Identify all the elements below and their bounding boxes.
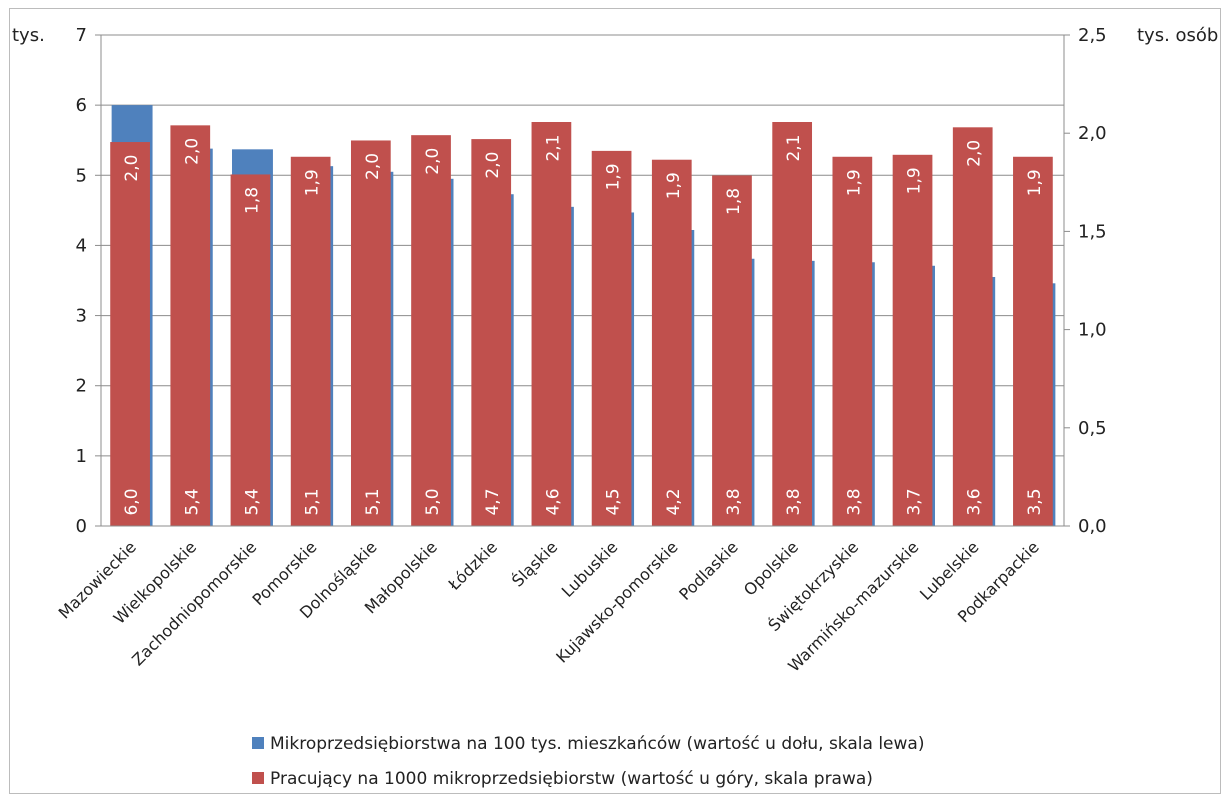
red-value-label: 2,1 xyxy=(784,134,804,161)
left-tick-label: 4 xyxy=(76,235,87,256)
red-value-label: 2,0 xyxy=(363,153,383,180)
red-bar xyxy=(110,142,150,526)
red-value-label: 1,9 xyxy=(905,167,925,194)
red-bar xyxy=(651,159,692,527)
left-axis-unit: tys. xyxy=(12,25,45,46)
red-bar xyxy=(471,139,512,527)
category-label: Podlaskie xyxy=(675,537,742,604)
legend-swatch-blue xyxy=(252,737,264,749)
red-bar xyxy=(230,174,271,526)
blue-value-label: 5,4 xyxy=(242,488,262,515)
right-tick-label: 0,0 xyxy=(1078,516,1107,537)
blue-value-label: 3,8 xyxy=(784,488,804,515)
blue-value-label: 4,6 xyxy=(543,488,563,515)
category-label: Lubuskie xyxy=(558,537,622,601)
left-tick-label: 0 xyxy=(76,516,87,537)
legend: Mikroprzedsiębiorstwa na 100 tys. mieszk… xyxy=(252,734,924,789)
blue-value-label: 5,4 xyxy=(182,488,202,515)
red-bar xyxy=(531,122,572,527)
legend-label-blue: Mikroprzedsiębiorstwa na 100 tys. mieszk… xyxy=(270,734,924,754)
blue-value-label: 4,2 xyxy=(664,488,684,515)
left-tick-label: 6 xyxy=(76,95,87,116)
left-tick-label: 2 xyxy=(76,376,87,397)
red-value-label: 1,9 xyxy=(303,169,323,196)
left-axis-ticks: 0 1 2 3 4 5 6 7 xyxy=(76,25,101,537)
blue-value-label: 3,6 xyxy=(965,488,985,515)
blue-value-label: 3,8 xyxy=(844,488,864,515)
red-value-label: 2,0 xyxy=(122,155,142,182)
left-tick-label: 5 xyxy=(76,165,87,186)
legend-swatch-red xyxy=(252,772,264,784)
red-value-label: 1,9 xyxy=(664,172,684,199)
left-tick-label: 3 xyxy=(76,306,87,327)
blue-value-label: 5,0 xyxy=(423,488,443,515)
red-bar xyxy=(832,156,873,526)
red-bar xyxy=(712,175,752,526)
right-tick-label: 1,0 xyxy=(1078,320,1107,341)
category-label: Łódzkie xyxy=(444,537,501,594)
red-value-label: 1,8 xyxy=(242,187,262,214)
category-label: Kujawsko-pomorskie xyxy=(552,537,681,666)
left-tick-label: 1 xyxy=(76,446,87,467)
red-bar xyxy=(952,127,993,527)
category-label: Opolskie xyxy=(740,537,802,599)
category-labels: MazowieckieWielkopolskieZachodniopomorsk… xyxy=(55,537,1043,675)
right-axis-ticks: 0,0 0,5 1,0 1,5 2,0 2,5 xyxy=(1064,25,1107,537)
red-value-label: 1,9 xyxy=(604,163,624,190)
blue-value-label: 6,0 xyxy=(122,488,142,515)
value-labels: 6,0 2,0 5,4 2,0 5,4 1,8 5,1 1,9 5,1 2,0 5,0 2,0 4,7 2… xyxy=(122,134,1045,515)
right-axis-unit: tys. osób xyxy=(1137,25,1218,46)
red-bar xyxy=(591,150,632,526)
red-bar xyxy=(772,122,813,527)
blue-value-label: 3,5 xyxy=(1025,488,1045,515)
right-tick-label: 2,5 xyxy=(1078,25,1107,46)
red-bar xyxy=(892,154,933,526)
red-bar xyxy=(1013,156,1053,526)
red-series-bars xyxy=(110,122,1053,527)
red-value-label: 2,0 xyxy=(182,138,202,165)
right-tick-label: 0,5 xyxy=(1078,418,1107,439)
right-tick-label: 1,5 xyxy=(1078,221,1107,242)
red-value-label: 1,9 xyxy=(844,169,864,196)
blue-value-label: 4,5 xyxy=(604,488,624,515)
red-bar xyxy=(350,140,391,526)
blue-value-label: 4,7 xyxy=(483,488,503,515)
red-value-label: 1,9 xyxy=(1025,169,1045,196)
blue-value-label: 3,8 xyxy=(724,488,744,515)
right-tick-label: 2,0 xyxy=(1078,123,1107,144)
red-bar xyxy=(411,135,451,526)
legend-label-red: Pracujący na 1000 mikroprzedsiębiorstw (… xyxy=(270,769,873,789)
red-value-label: 2,0 xyxy=(483,152,503,179)
blue-value-label: 3,7 xyxy=(905,488,925,515)
axes xyxy=(100,35,1065,527)
red-bar xyxy=(290,156,331,526)
chart-frame: 0 1 2 3 4 5 6 7 0,0 0,5 1,0 1,5 2,0 2,5 tys. tys. os… xyxy=(9,8,1221,794)
category-label: Śląskie xyxy=(508,537,561,590)
blue-value-label: 5,1 xyxy=(303,488,323,515)
red-bar xyxy=(170,125,211,527)
blue-value-label: 5,1 xyxy=(363,488,383,515)
category-label: Zachodniopomorskie xyxy=(128,537,260,669)
chart-svg: 0 1 2 3 4 5 6 7 0,0 0,5 1,0 1,5 2,0 2,5 tys. tys. os… xyxy=(12,25,1218,789)
left-tick-label: 7 xyxy=(76,25,87,46)
red-value-label: 2,1 xyxy=(543,134,563,161)
red-value-label: 2,0 xyxy=(423,148,443,175)
red-value-label: 1,8 xyxy=(724,188,744,215)
red-value-label: 2,0 xyxy=(965,140,985,167)
